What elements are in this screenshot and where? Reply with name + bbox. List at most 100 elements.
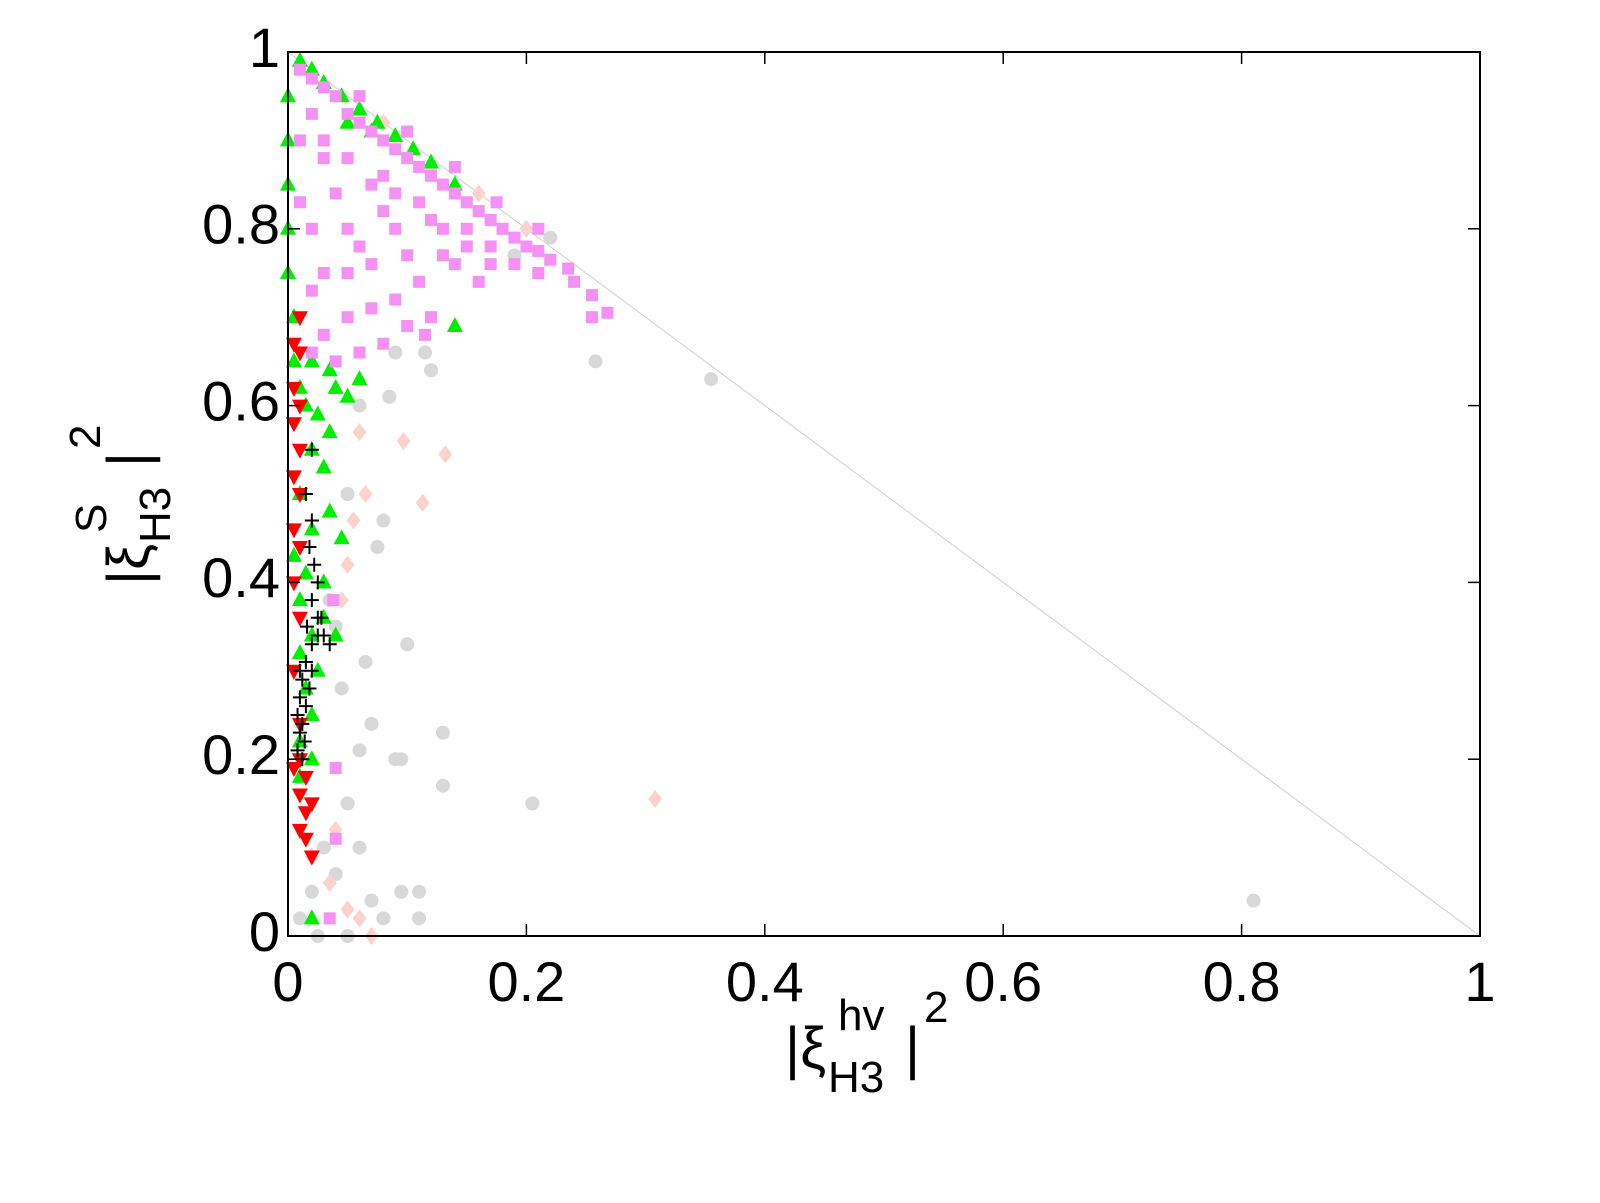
point: [321, 361, 338, 377]
point: [448, 258, 461, 271]
point: [341, 222, 354, 235]
point: [484, 240, 497, 253]
point: [352, 909, 367, 928]
point: [358, 654, 373, 669]
point: [436, 249, 449, 262]
x-tick-label: 0.4: [726, 950, 804, 1013]
y-label-power: 2: [61, 425, 110, 449]
point: [471, 184, 486, 203]
point: [329, 762, 342, 775]
x-label-sub: H3: [828, 1053, 884, 1102]
point: [293, 134, 306, 147]
point: [285, 381, 302, 397]
point: [329, 90, 342, 103]
point: [298, 487, 313, 501]
point: [307, 557, 322, 572]
point: [329, 187, 342, 200]
plot-area: [280, 51, 1261, 945]
point: [315, 573, 332, 589]
series: [290, 442, 337, 767]
point: [329, 832, 342, 845]
point: [425, 311, 438, 324]
point: [588, 354, 603, 369]
point: [401, 125, 414, 138]
point: [295, 716, 310, 731]
point: [389, 187, 402, 200]
point: [297, 564, 314, 580]
point: [304, 593, 319, 608]
point: [438, 445, 453, 464]
point: [351, 370, 368, 386]
point: [448, 160, 461, 173]
point: [321, 423, 338, 439]
point: [315, 458, 332, 474]
y-tick-label: 0: [249, 900, 280, 963]
point: [377, 337, 390, 350]
point: [364, 716, 379, 731]
point: [436, 222, 449, 235]
point: [334, 681, 349, 696]
point: [446, 317, 463, 333]
point: [340, 796, 355, 811]
point: [568, 275, 581, 288]
point: [291, 611, 308, 627]
point: [292, 690, 307, 705]
point: [601, 306, 614, 319]
point: [304, 637, 319, 652]
point: [365, 258, 378, 271]
y-tick-label: 0.4: [202, 546, 280, 609]
point: [472, 205, 485, 218]
point: [317, 134, 330, 147]
point: [377, 205, 390, 218]
point: [310, 610, 325, 625]
point: [290, 743, 305, 758]
point: [298, 654, 313, 669]
point: [389, 143, 402, 156]
point: [300, 619, 315, 634]
y-label-sub: H3: [131, 487, 180, 543]
point: [291, 717, 308, 733]
point: [317, 328, 330, 341]
point: [382, 389, 397, 404]
point: [292, 911, 307, 926]
point: [418, 345, 433, 360]
point: [329, 355, 342, 368]
point: [327, 626, 344, 642]
point: [424, 363, 439, 378]
series: [280, 51, 463, 925]
y-label-base: |ξ: [96, 544, 161, 585]
point: [291, 644, 308, 660]
point: [413, 160, 426, 173]
point: [460, 222, 473, 235]
point: [322, 637, 337, 652]
point: [317, 81, 330, 94]
point: [353, 240, 366, 253]
point: [353, 346, 366, 359]
point: [304, 442, 319, 457]
point: [704, 372, 719, 387]
point: [297, 806, 314, 822]
x-label-base: |ξ: [785, 1016, 826, 1081]
point: [340, 900, 355, 919]
point: [291, 311, 308, 327]
point: [291, 346, 308, 362]
point: [425, 169, 438, 182]
point: [508, 231, 521, 244]
point: [401, 249, 414, 262]
point: [370, 540, 385, 555]
point: [309, 661, 326, 677]
point: [285, 546, 302, 562]
point: [285, 352, 302, 368]
point: [303, 352, 320, 368]
point: [298, 699, 313, 714]
point: [341, 107, 354, 120]
point: [285, 762, 302, 778]
point: [292, 663, 307, 678]
point: [291, 788, 308, 804]
point: [496, 222, 509, 235]
point: [365, 302, 378, 315]
point: [353, 116, 366, 129]
point: [303, 60, 320, 76]
point: [291, 591, 308, 607]
point: [532, 244, 545, 257]
